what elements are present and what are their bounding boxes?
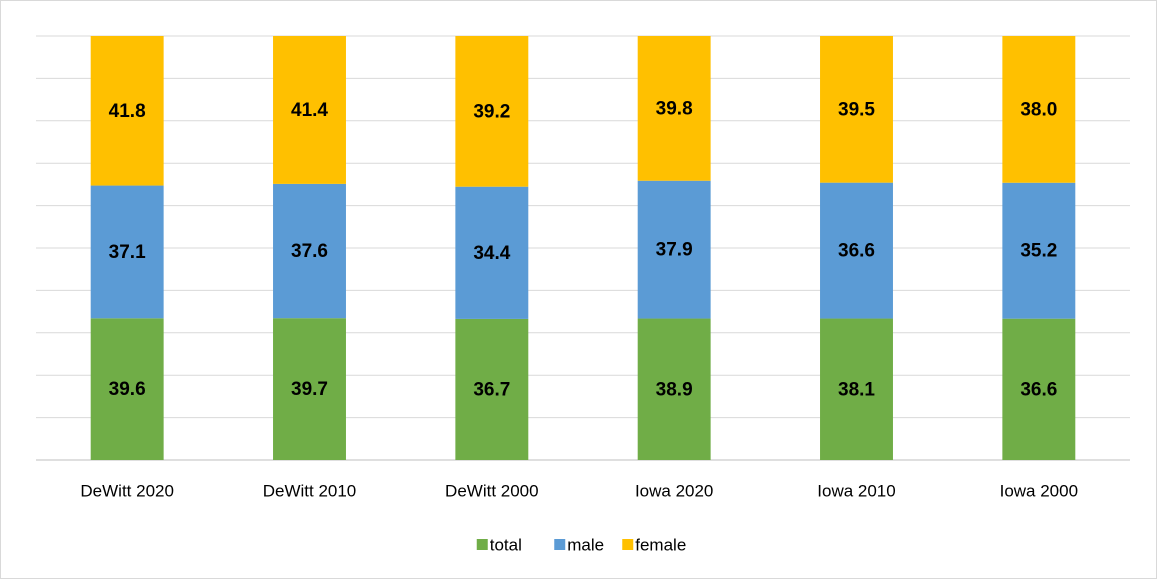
bar-segment — [820, 36, 893, 183]
x-tick-label: DeWitt 2010 — [263, 481, 357, 500]
bar-segment — [90, 318, 164, 460]
data-label: 39.7 — [291, 379, 328, 400]
bar-segment — [273, 183, 346, 319]
bar-segment — [455, 318, 529, 460]
data-label: 38.0 — [1020, 99, 1057, 120]
bar-segment — [455, 36, 529, 187]
data-label: 39.8 — [656, 98, 693, 119]
data-label: 38.1 — [838, 379, 875, 400]
data-label: 39.6 — [109, 379, 146, 400]
data-label: 36.7 — [473, 379, 510, 400]
x-tick-label: DeWitt 2020 — [80, 481, 174, 500]
x-tick-label: Iowa 2010 — [817, 481, 895, 500]
legend-label: female — [635, 535, 686, 554]
data-label: 37.1 — [109, 242, 146, 263]
bar-segment — [455, 186, 529, 319]
legend-swatch — [554, 539, 566, 550]
x-tick-label: Iowa 2000 — [1000, 481, 1078, 500]
bar-segment — [1002, 36, 1076, 183]
bar-segment — [90, 36, 164, 186]
data-label: 38.9 — [656, 379, 693, 400]
legend-swatch — [622, 539, 634, 550]
bar-segment — [637, 318, 711, 460]
data-label: 37.6 — [291, 241, 328, 262]
bar-segment — [90, 185, 164, 319]
data-label: 41.8 — [109, 101, 146, 122]
bar-segment — [637, 36, 711, 181]
legend-label: male — [567, 535, 604, 554]
bar-segment — [637, 180, 711, 319]
bar-segment — [273, 318, 346, 460]
bar-segment — [820, 182, 893, 319]
data-label: 36.6 — [838, 241, 875, 262]
data-label: 41.4 — [291, 100, 328, 121]
bar-segment — [820, 318, 893, 460]
data-label: 39.5 — [838, 99, 875, 120]
data-label: 36.6 — [1020, 379, 1057, 400]
bar-segment — [1002, 318, 1076, 460]
x-tick-label: Iowa 2020 — [635, 481, 713, 500]
data-label: 34.4 — [473, 243, 510, 264]
bar-segment — [273, 36, 346, 184]
x-tick-label: DeWitt 2000 — [445, 481, 539, 500]
bar-segment — [1002, 182, 1076, 319]
data-label: 37.9 — [656, 240, 693, 261]
legend-label: total — [490, 535, 522, 554]
legend-swatch — [476, 539, 488, 550]
data-label: 39.2 — [473, 101, 510, 122]
data-label: 35.2 — [1020, 241, 1057, 262]
